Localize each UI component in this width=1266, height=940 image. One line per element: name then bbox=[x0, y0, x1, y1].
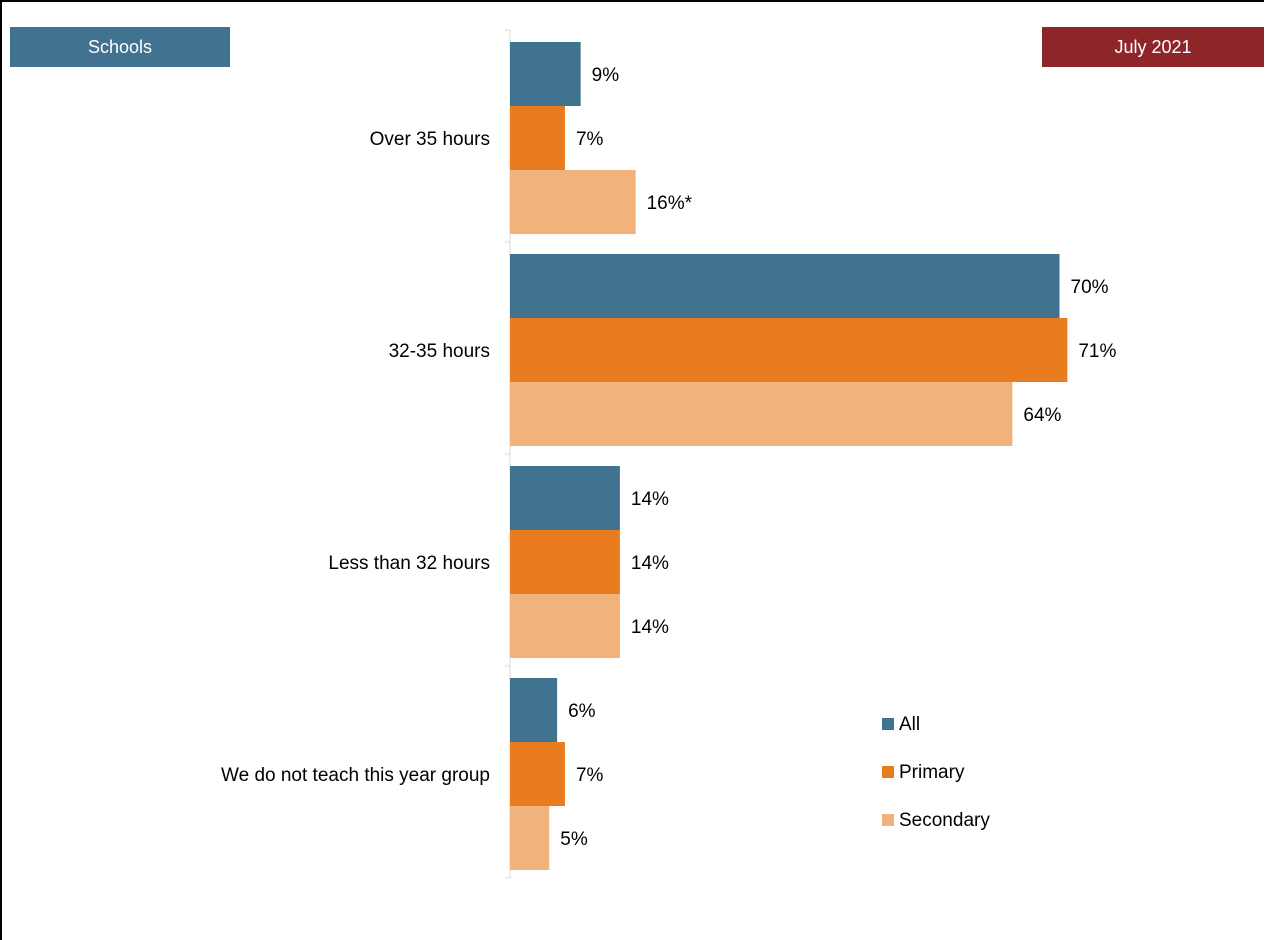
category-label: 32-35 hours bbox=[389, 341, 490, 362]
data-label: 70% bbox=[1071, 277, 1109, 298]
bar-secondary-3 bbox=[510, 806, 550, 870]
bar-all-2 bbox=[510, 466, 620, 530]
category-label: We do not teach this year group bbox=[221, 765, 490, 786]
data-label: 16%* bbox=[647, 193, 693, 214]
category-label: Over 35 hours bbox=[370, 129, 490, 150]
data-label: 5% bbox=[560, 829, 588, 850]
data-label: 6% bbox=[568, 701, 596, 722]
data-label: 14% bbox=[631, 553, 669, 574]
bar-all-1 bbox=[510, 254, 1060, 318]
bar-primary-1 bbox=[510, 318, 1068, 382]
data-label: 71% bbox=[1078, 341, 1116, 362]
data-label: 14% bbox=[631, 489, 669, 510]
category-label: Less than 32 hours bbox=[328, 553, 490, 574]
legend-label-primary: Primary bbox=[899, 762, 965, 783]
bar-secondary-0 bbox=[510, 170, 636, 234]
data-label: 7% bbox=[576, 765, 604, 786]
legend-swatch-primary bbox=[882, 766, 894, 778]
bar-secondary-2 bbox=[510, 594, 620, 658]
bar-all-3 bbox=[510, 678, 558, 742]
data-label: 64% bbox=[1023, 405, 1061, 426]
data-label: 7% bbox=[576, 129, 604, 150]
legend-label-secondary: Secondary bbox=[899, 810, 990, 831]
bar-all-0 bbox=[510, 42, 581, 106]
bar-primary-3 bbox=[510, 742, 565, 806]
data-label: 9% bbox=[592, 65, 620, 86]
bar-primary-0 bbox=[510, 106, 565, 170]
legend-label-all: All bbox=[899, 714, 920, 735]
legend-swatch-all bbox=[882, 718, 894, 730]
bar-secondary-1 bbox=[510, 382, 1013, 446]
data-label: 14% bbox=[631, 617, 669, 638]
legend-swatch-secondary bbox=[882, 814, 894, 826]
date-tag: July 2021 bbox=[1042, 27, 1264, 67]
bar-primary-2 bbox=[510, 530, 620, 594]
section-tag: Schools bbox=[10, 27, 230, 67]
